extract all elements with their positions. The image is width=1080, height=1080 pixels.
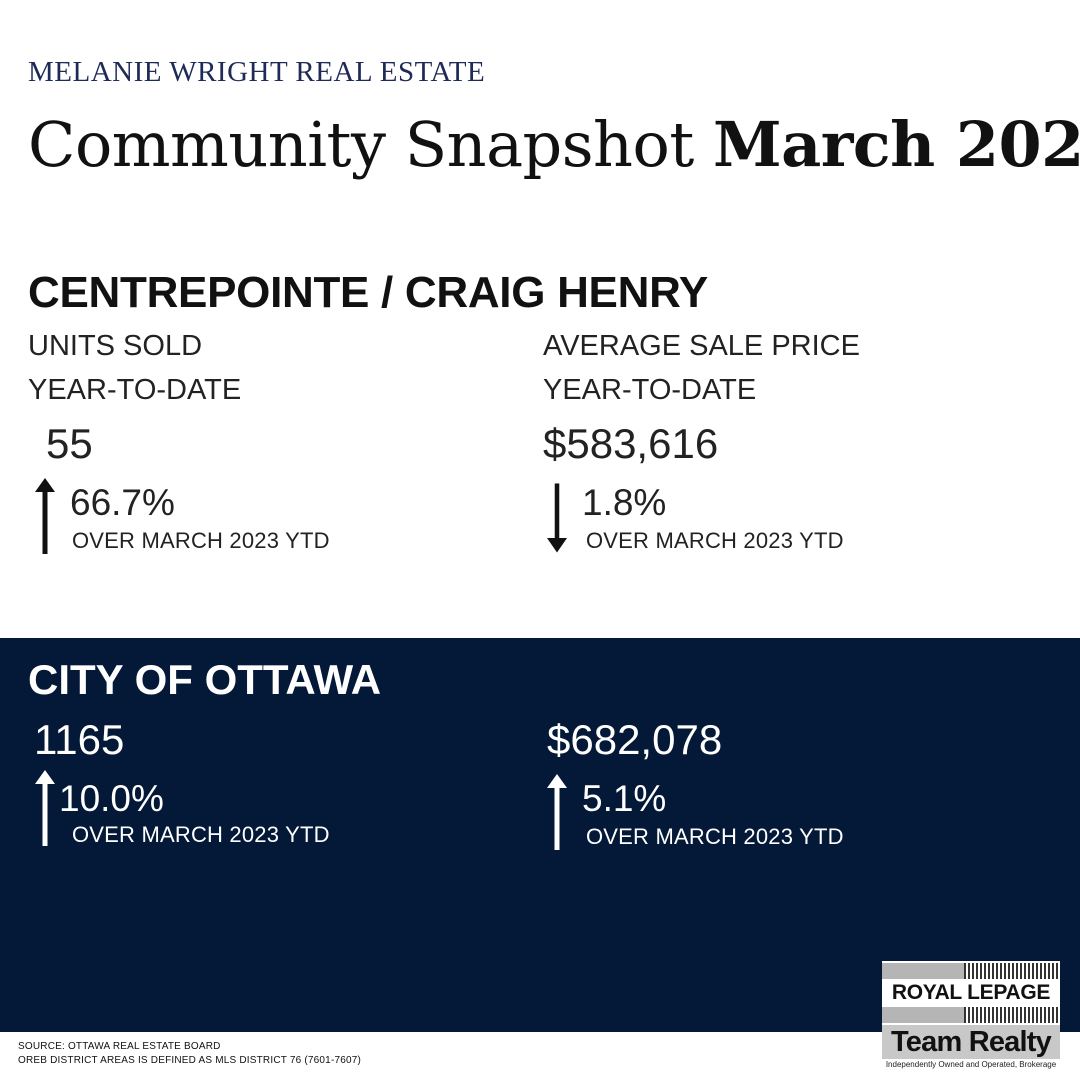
arrow-down-icon [547,483,567,553]
city-panel: CITY OF OTTAWA 1165 10.0% OVER MARCH 202… [0,638,1080,1032]
units-period-label: YEAR-TO-DATE [28,374,242,406]
city-price-change: 5.1% [582,778,667,819]
units-change: 66.7% [70,482,175,523]
avg-price-value: $583,616 [543,420,719,467]
brokerage-logo: ROYAL LEPAGE Team Realty Independently O… [882,961,1060,1073]
city-units-comparison: OVER MARCH 2023 YTD [72,822,330,847]
arrow-up-icon [35,478,55,554]
units-sold-value: 55 [46,420,93,467]
units-comparison: OVER MARCH 2023 YTD [72,528,330,553]
price-comparison: OVER MARCH 2023 YTD [586,528,844,553]
units-sold-label: UNITS SOLD [28,330,203,362]
city-units-change: 10.0% [59,778,164,819]
city-price-comparison: OVER MARCH 2023 YTD [586,824,844,849]
arrow-up-icon [35,770,55,846]
page-title: Community Snapshot March 2024 [28,108,1080,181]
arrow-up-icon [547,774,567,850]
title-month: March 2024 [712,108,1080,181]
brand-name: MELANIE WRIGHT REAL ESTATE [28,56,486,88]
price-period-label: YEAR-TO-DATE [543,374,757,406]
community-heading: CENTREPOINTE / CRAIG HENRY [28,268,708,317]
source-note: SOURCE: OTTAWA REAL ESTATE BOARD [18,1041,221,1052]
logo-tagline: Independently Owned and Operated, Broker… [885,1060,1057,1069]
city-units-value: 1165 [34,716,125,763]
logo-stripe-top [882,963,1060,979]
district-note: OREB DISTRICT AREAS IS DEFINED AS MLS DI… [18,1055,362,1066]
avg-price-label: AVERAGE SALE PRICE [543,330,860,362]
title-light: Community Snapshot [28,108,713,181]
logo-name: ROYAL LEPAGE [891,981,1051,1004]
city-price-value: $682,078 [547,716,723,763]
city-heading: CITY OF OTTAWA [28,656,382,703]
price-change: 1.8% [582,482,667,523]
logo-stripe-bottom [882,1007,1060,1023]
logo-team-name: Team Realty [882,1025,1060,1059]
